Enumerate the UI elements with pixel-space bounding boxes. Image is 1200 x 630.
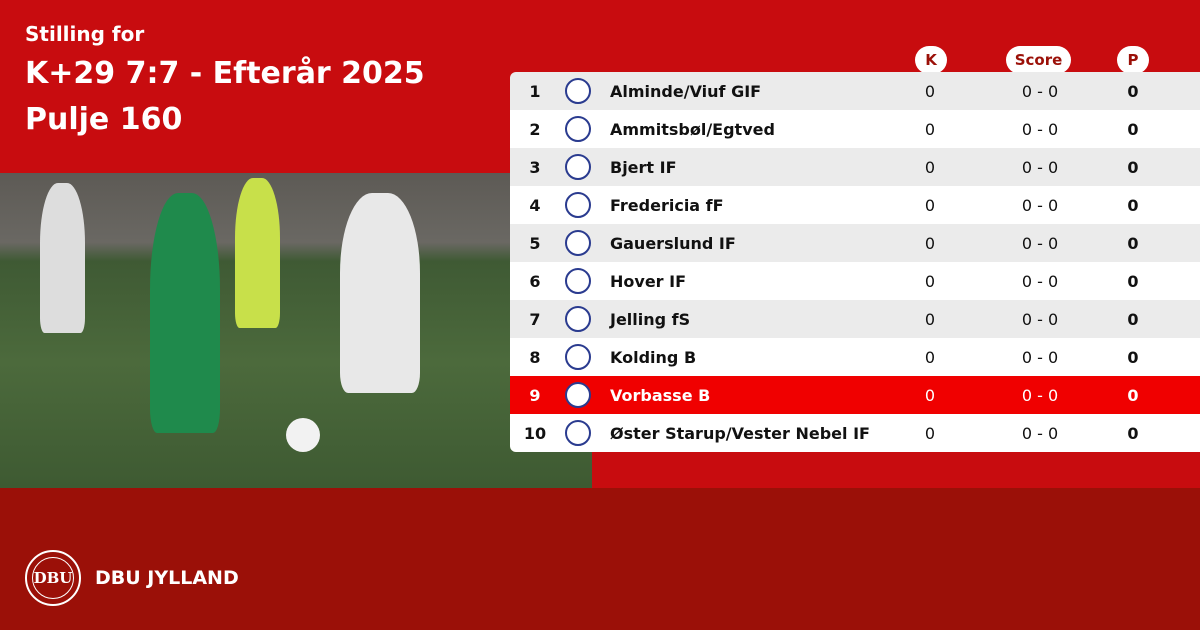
position: 1 [529,81,541,101]
score: 0 - 0 [1021,195,1059,215]
points: 0 [1127,271,1139,291]
position: 4 [529,195,541,215]
pool-label: Pulje 160 [25,102,183,137]
position: 10 [523,423,547,443]
points: 0 [1127,309,1139,329]
score: 0 - 0 [1021,81,1059,101]
matches-played: 0 [924,271,936,291]
page-title: K+29 7:7 - Efterår 2025 [25,56,425,91]
dbu-seal-logo: DBU [25,550,81,606]
table-row[interactable]: 2 Ammitsbøl/Egtved 0 0 - 0 0 [510,110,1200,148]
score: 0 - 0 [1021,385,1059,405]
points: 0 [1127,157,1139,177]
match-photo [0,173,592,488]
column-header-score: Score [1006,46,1071,74]
player-white [340,193,420,393]
club-logo-icon [565,230,591,256]
matches-played: 0 [924,157,936,177]
points: 0 [1127,423,1139,443]
score: 0 - 0 [1021,271,1059,291]
team-name: Ammitsbøl/Egtved [610,119,775,139]
matches-played: 0 [924,309,936,329]
matches-played: 0 [924,119,936,139]
table-row[interactable]: 10 Øster Starup/Vester Nebel IF 0 0 - 0 … [510,414,1200,452]
points: 0 [1127,81,1139,101]
club-logo-icon [565,192,591,218]
position: 3 [529,157,541,177]
score: 0 - 0 [1021,309,1059,329]
position: 6 [529,271,541,291]
player-green [150,193,220,433]
matches-played: 0 [924,423,936,443]
referee [235,178,280,328]
footer-background [0,488,1200,630]
table-row[interactable]: 3 Bjert IF 0 0 - 0 0 [510,148,1200,186]
club-logo-icon [565,306,591,332]
position: 5 [529,233,541,253]
club-logo-icon [565,420,591,446]
club-logo-icon [565,268,591,294]
column-header-k: K [915,46,947,74]
club-logo-icon [565,78,591,104]
position: 8 [529,347,541,367]
table-row[interactable]: 5 Gauerslund IF 0 0 - 0 0 [510,224,1200,262]
team-name: Øster Starup/Vester Nebel IF [610,423,870,443]
matches-played: 0 [924,385,936,405]
position: 7 [529,309,541,329]
team-name: Fredericia fF [610,195,724,215]
position: 9 [529,385,541,405]
score: 0 - 0 [1021,157,1059,177]
team-name: Vorbasse B [610,385,711,405]
score: 0 - 0 [1021,347,1059,367]
table-row[interactable]: 6 Hover IF 0 0 - 0 0 [510,262,1200,300]
column-header-p: P [1117,46,1149,74]
score: 0 - 0 [1021,119,1059,139]
team-name: Bjert IF [610,157,677,177]
club-logo-icon [565,344,591,370]
football [286,418,320,452]
table-row[interactable]: 4 Fredericia fF 0 0 - 0 0 [510,186,1200,224]
table-row[interactable]: 8 Kolding B 0 0 - 0 0 [510,338,1200,376]
player-background [40,183,85,333]
matches-played: 0 [924,195,936,215]
points: 0 [1127,119,1139,139]
score: 0 - 0 [1021,423,1059,443]
brand-name: DBU JYLLAND [95,567,239,589]
table-row[interactable]: 7 Jelling fS 0 0 - 0 0 [510,300,1200,338]
team-name: Hover IF [610,271,687,291]
table-row[interactable]: 1 Alminde/Viuf GIF 0 0 - 0 0 [510,72,1200,110]
team-name: Alminde/Viuf GIF [610,81,762,101]
matches-played: 0 [924,233,936,253]
points: 0 [1127,195,1139,215]
points: 0 [1127,233,1139,253]
club-logo-icon [565,382,591,408]
team-name: Kolding B [610,347,697,367]
club-logo-icon [565,116,591,142]
team-name: Gauerslund IF [610,233,736,253]
points: 0 [1127,347,1139,367]
team-name: Jelling fS [610,309,691,329]
subtitle: Stilling for [25,22,145,46]
table-row[interactable]: 9 Vorbasse B 0 0 - 0 0 [510,376,1200,414]
score: 0 - 0 [1021,233,1059,253]
club-logo-icon [565,154,591,180]
matches-played: 0 [924,81,936,101]
matches-played: 0 [924,347,936,367]
points: 0 [1127,385,1139,405]
position: 2 [529,119,541,139]
